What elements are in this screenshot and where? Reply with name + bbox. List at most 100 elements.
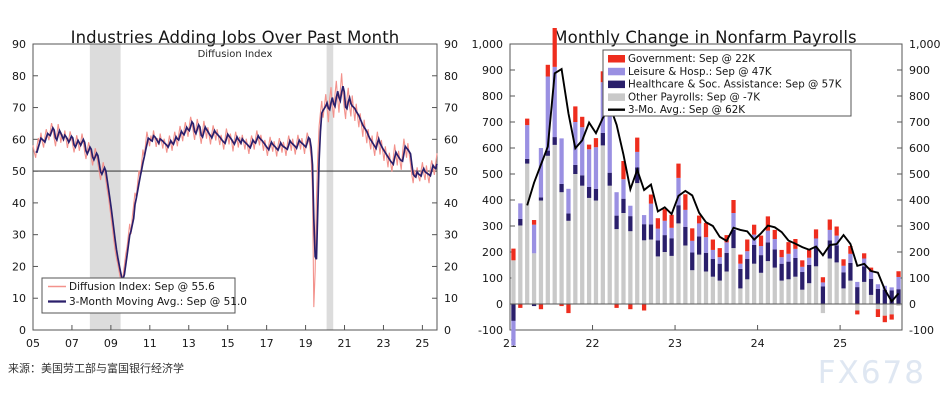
stacked-bar-segment [793,257,798,277]
stacked-bar-segment [779,257,784,264]
stacked-bar-segment [738,288,743,304]
svg-text:-100: -100 [909,324,934,337]
stacked-bar-segment [752,224,757,235]
svg-text:11: 11 [143,337,157,350]
stacked-bar-segment [882,304,887,316]
svg-text:30: 30 [444,229,458,242]
stacked-bar-segment [662,209,667,221]
stacked-bar-segment [545,76,550,151]
stacked-bar-segment [600,132,605,146]
stacked-bar-segment [841,272,846,289]
stacked-bar-segment [772,229,777,239]
left-legend-box [41,277,236,314]
stacked-bar-segment [586,149,592,187]
stacked-bar-segment [676,205,681,224]
svg-text:900: 900 [909,64,930,77]
plot-frame [509,43,903,331]
svg-text:07: 07 [65,337,79,350]
svg-text:60: 60 [444,133,458,146]
stacked-bar-segment [580,116,585,128]
svg-text:Healthcare & Soc. Assistance:: Healthcare & Soc. Assistance: Sep @ 57K [628,79,842,91]
svg-text:21: 21 [338,337,352,350]
diffusion-index-line [32,73,438,308]
stacked-bar-segment [566,220,571,304]
stacked-bar-segment [538,197,544,201]
svg-text:23: 23 [668,337,682,350]
stacked-bar-segment [525,118,530,126]
stacked-bar-segment [800,272,805,290]
stacked-bar-segment [889,287,894,291]
legend-swatch [608,67,625,76]
stacked-bar-segment [573,174,578,304]
stacked-bar-segment [538,304,544,310]
svg-text:10: 10 [444,292,458,305]
stacked-bar-segment [511,248,516,261]
stacked-bar-segment [676,177,681,206]
stacked-bar-segment [641,240,647,304]
stacked-bar-segment [779,280,784,304]
stacked-bar-segment [559,304,564,307]
stacked-bar-segment [655,218,660,229]
svg-text:500: 500 [482,168,503,181]
stacked-bar-segment [586,187,592,198]
stacked-bar-segment [690,270,695,304]
stacked-bar-segment [669,214,674,228]
stacked-bar-segment [827,229,832,241]
stacked-bar-segment [862,281,867,304]
svg-text:Leisure & Hosp.: Sep @ 47K: Leisure & Hosp.: Sep @ 47K [628,66,772,78]
stacked-bar-segment [841,265,846,273]
stacked-bar-segment [889,290,894,304]
left-chart-subtitle: Diffusion Index [197,49,273,60]
stacked-bar-segment [586,144,592,150]
stacked-bar-segment [703,222,709,238]
svg-text:800: 800 [482,90,503,103]
stacked-bar-segment [607,172,612,186]
svg-text:-100: -100 [478,324,503,337]
left-chart-plot: 0 0 10 10 20 20 30 30 40 40 50 50 60 60 70 70 80 80 90 90 05… [12,38,458,350]
stacked-bar-segment [724,271,729,304]
stacked-bar-segment [676,223,681,304]
stacked-bar-segment [518,304,523,308]
stacked-bar-segment [662,220,667,236]
stacked-bar-segment [518,218,523,226]
stacked-bar-segment [848,246,853,254]
stacked-bar-segment [889,304,894,315]
stacked-bar-segment [820,282,826,287]
svg-text:70: 70 [444,102,458,115]
svg-text:23: 23 [376,337,390,350]
svg-text:13: 13 [182,337,196,350]
stacked-bar-segment [889,314,894,320]
stacked-bar-segment [862,258,867,267]
stacked-bar-segment [786,253,791,262]
svg-text:0: 0 [444,324,451,337]
stacked-bar-segment [731,229,736,249]
stacked-bar-segment [786,279,791,304]
plot-frame [32,43,438,331]
stacked-bar-segment [518,225,523,304]
stacked-bar-segment [731,248,736,304]
stacked-bar-segment [655,228,660,241]
svg-text:Government: Sep @ 22K: Government: Sep @ 22K [628,53,755,65]
stacked-bar-segment [710,249,716,260]
stacked-bar-segment [635,151,640,168]
svg-text:05: 05 [26,337,40,350]
svg-text:17: 17 [260,337,274,350]
stacked-bar-segment [875,288,881,304]
stacked-bar-segment [717,257,722,264]
svg-text:70: 70 [12,102,26,115]
svg-text:300: 300 [909,220,930,233]
stacked-bar-segment [614,304,619,308]
stacked-bar-segment [848,253,853,263]
stacked-bar-segment [676,163,681,178]
stacked-bar-segment [841,259,846,266]
left-chart-title: Industries Adding Jobs Over Past Month [70,28,400,47]
stacked-bar-segment [525,125,530,159]
stacked-bar-segment [511,260,516,304]
stacked-bar-segment [552,144,557,304]
stacked-bar-segment [628,216,633,232]
stacked-bar-segment [703,237,709,253]
stacked-bar-segment [834,235,839,246]
stacked-bar-segment [580,175,585,186]
stacked-bar-segment [621,198,626,213]
stacked-bar-segment [758,246,764,256]
